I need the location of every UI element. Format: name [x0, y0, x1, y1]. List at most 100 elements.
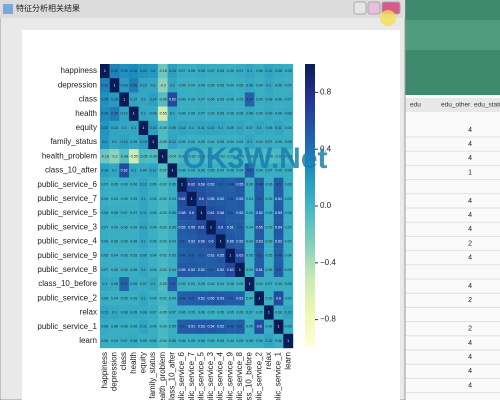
- watermark: OK3W.Net: [182, 142, 327, 175]
- heatmap-cell: [235, 220, 245, 235]
- cell-label: 0.05: [188, 310, 195, 314]
- cell-label: 0.07: [285, 97, 292, 101]
- cell-label: 0.05: [265, 239, 272, 243]
- cell-label: 0.53: [256, 239, 263, 243]
- heatmap-cell: [109, 163, 120, 178]
- cell-label: 0.15: [150, 126, 157, 130]
- y-tick-label: happiness: [61, 66, 97, 75]
- cell-label: 0.04: [169, 296, 176, 300]
- heatmap-cell: [225, 234, 236, 249]
- cell-label: 0.53: [188, 268, 195, 272]
- cell-label: 0.05: [246, 211, 253, 215]
- colorbar-tick-label: 0.4: [320, 144, 332, 153]
- heatmap-cell: [283, 120, 294, 136]
- heatmap-cell: [177, 64, 188, 79]
- cell-label: 0.5: [228, 197, 233, 201]
- heatmap-cell: [273, 92, 284, 107]
- cell-label: 0.07: [169, 310, 176, 314]
- cell-label: 0.05: [111, 268, 118, 272]
- cell-label: 0.12: [285, 310, 292, 314]
- cell-label: 0.07: [265, 168, 272, 172]
- heatmap-cell: [225, 191, 236, 207]
- cell-label: 0.04: [285, 254, 292, 258]
- heatmap-cell: [254, 234, 265, 249]
- heatmap-cell: [109, 120, 120, 136]
- cell-label: 0.14: [121, 140, 128, 144]
- heatmap-cell: [283, 191, 294, 207]
- heatmap-cell: [167, 64, 178, 79]
- cell-label: 0.5: [228, 211, 233, 215]
- heatmap-cell: [167, 333, 178, 349]
- cell-label: 0.12: [121, 112, 128, 116]
- cell-label: 0.06: [101, 296, 108, 300]
- cell-label: 0.06: [198, 168, 205, 172]
- cell-label: 0.07: [207, 69, 214, 73]
- heatmap-cell: [225, 149, 236, 164]
- cell-label: 0.12: [207, 126, 214, 130]
- heatmap-cell: [186, 106, 197, 121]
- cell-label: -0.08: [159, 97, 167, 101]
- heatmap-cell: [186, 319, 197, 334]
- heatmap-cell: [244, 319, 255, 334]
- heatmap-cell: [138, 92, 149, 107]
- heatmap-cell: [177, 135, 188, 150]
- heatmap-cell: [148, 220, 159, 235]
- cell-label: 0.05: [188, 339, 195, 343]
- cell-label: 0.1: [112, 168, 117, 172]
- cell-label: 0.05: [256, 97, 263, 101]
- heatmap-cell: [138, 135, 149, 150]
- cell-label: 0.05: [130, 225, 137, 229]
- heatmap-cell: [264, 106, 274, 121]
- cell-label: 0.05: [140, 339, 147, 343]
- cell-label: 0.12: [130, 97, 137, 101]
- cell-label: -0.3: [111, 154, 117, 158]
- cell-label: -0.07: [168, 154, 176, 158]
- heatmap-cell: [264, 333, 274, 349]
- heatmap-cell: [138, 319, 149, 334]
- cell-label: 0.15: [169, 69, 176, 73]
- heatmap-cell: [206, 220, 216, 235]
- cell-label: -0.06: [149, 154, 157, 158]
- heatmap-cell: [128, 319, 139, 334]
- heatmap-cell: [186, 135, 197, 150]
- heatmap-cell: [283, 177, 294, 192]
- heatmap-cell: [215, 291, 226, 306]
- cell-label: 0.06: [285, 183, 292, 187]
- cell-label: 0.06: [256, 69, 263, 73]
- heatmap-cell: [196, 305, 207, 320]
- heatmap-cell: [264, 135, 274, 150]
- heatmap-cell: [167, 135, 178, 150]
- heatmap-cell: [157, 333, 168, 349]
- cell-label: 0.05: [275, 282, 282, 286]
- heatmap-cell: [225, 319, 236, 334]
- sheet-cell: 2: [468, 297, 472, 304]
- cell-label: 0.1: [102, 282, 107, 286]
- cell-label: 0.5: [257, 254, 262, 258]
- cell-label: 0.2: [102, 140, 107, 144]
- maximize-button[interactable]: [367, 1, 381, 15]
- cell-label: 0.09: [150, 112, 157, 116]
- cell-label: 0.52: [188, 239, 195, 243]
- cell-label: 0.1: [170, 83, 175, 87]
- cell-label: 1: [113, 83, 115, 87]
- heatmap-cell: [148, 135, 159, 150]
- cell-label: 0.07: [198, 97, 205, 101]
- minimize-button[interactable]: [353, 1, 367, 15]
- heatmap-cell: [225, 248, 236, 263]
- cell-label: 0.04: [150, 225, 157, 229]
- heatmap-cell: [206, 120, 216, 136]
- x-tick-label: public_service_6: [177, 351, 186, 400]
- cell-label: 0.52: [275, 239, 282, 243]
- cell-label: 0.1: [131, 168, 136, 172]
- cell-label: 0.5: [180, 239, 185, 243]
- cell-label: 0.05: [130, 296, 137, 300]
- heatmap-cell: [128, 262, 139, 278]
- cell-label: 0.05: [150, 325, 157, 329]
- sheet-cell: 4: [468, 141, 472, 148]
- cell-label: 0.05: [121, 239, 128, 243]
- cell-label: 0.05: [256, 112, 263, 116]
- heatmap-cell: [177, 206, 188, 221]
- heatmap-cell: [177, 291, 188, 306]
- cell-label: 0.05: [111, 239, 118, 243]
- heatmap-cell: [186, 277, 197, 292]
